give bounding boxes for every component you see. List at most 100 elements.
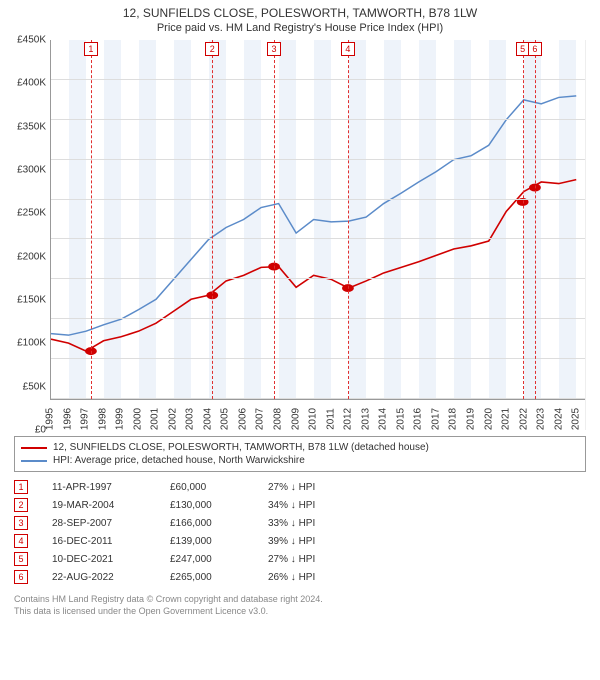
sale-price: £247,000 [170,554,250,565]
y-tick-label: £350K [17,121,46,132]
plot-region: 123456 [50,40,585,400]
sale-number: 6 [14,570,28,584]
x-tick-label: 2012 [343,408,354,430]
legend-row: 12, SUNFIELDS CLOSE, POLESWORTH, TAMWORT… [21,441,579,454]
x-tick-label: 2004 [202,408,213,430]
x-tick-label: 2018 [448,408,459,430]
x-tick-label: 2001 [150,408,161,430]
sale-marker-line [274,40,275,399]
chart-subtitle: Price paid vs. HM Land Registry's House … [0,22,600,40]
x-tick-label: 2014 [378,408,389,430]
x-tick-label: 2003 [185,408,196,430]
sale-delta: 33% ↓ HPI [268,518,358,529]
y-tick-label: £100K [17,338,46,349]
sale-marker-label: 6 [528,42,542,56]
gridline [51,398,585,399]
x-tick-label: 2017 [430,408,441,430]
x-tick-label: 2022 [518,408,529,430]
x-tick-label: 2016 [413,408,424,430]
footer-line: This data is licensed under the Open Gov… [14,606,586,618]
x-tick-label: 1999 [115,408,126,430]
legend-label: 12, SUNFIELDS CLOSE, POLESWORTH, TAMWORT… [53,442,429,453]
x-tick-label: 2011 [325,408,336,430]
gridline [51,159,585,160]
x-tick-label: 2009 [290,408,301,430]
footer-attribution: Contains HM Land Registry data © Crown c… [14,594,586,617]
y-tick-label: £400K [17,78,46,89]
legend-row: HPI: Average price, detached house, Nort… [21,454,579,467]
sale-price: £130,000 [170,500,250,511]
sale-row: 219-MAR-2004£130,00034% ↓ HPI [14,496,586,514]
legend: 12, SUNFIELDS CLOSE, POLESWORTH, TAMWORT… [14,436,586,472]
gridline [51,79,585,80]
legend-swatch [21,460,47,462]
sale-delta: 27% ↓ HPI [268,554,358,565]
x-tick-label: 2008 [273,408,284,430]
sale-row: 3 28-SEP-2007 £166,000 33% ↓ HPI [14,514,586,532]
legend-swatch [21,447,47,449]
sale-number: 4 [14,534,28,548]
sale-price: £166,000 [170,518,250,529]
x-tick-label: 2020 [483,408,494,430]
sale-row: 416-DEC-2011£139,00039% ↓ HPI [14,532,586,550]
x-tick-label: 2024 [553,408,564,430]
sale-row: 111-APR-1997£60,00027% ↓ HPI [14,478,586,496]
sale-number: 3 [14,516,28,530]
sale-date: 10-DEC-2021 [52,554,152,565]
x-tick-label: 2006 [237,408,248,430]
y-tick-label: £450K [17,35,46,46]
chart-container: 12, SUNFIELDS CLOSE, POLESWORTH, TAMWORT… [0,0,600,680]
sale-date: 28-SEP-2007 [52,518,152,529]
y-tick-label: £50K [23,381,46,392]
x-tick-label: 2019 [465,408,476,430]
footer-line: Contains HM Land Registry data © Crown c… [14,594,586,606]
y-tick-label: £300K [17,165,46,176]
line-layer [51,40,585,399]
gridline [51,318,585,319]
sale-row: 622-AUG-2022£265,00026% ↓ HPI [14,568,586,586]
x-tick-label: 2005 [220,408,231,430]
sale-marker-label: 2 [205,42,219,56]
gridline [51,238,585,239]
x-tick-label: 2002 [167,408,178,430]
y-tick-label: £250K [17,208,46,219]
sale-delta: 26% ↓ HPI [268,572,358,583]
gridline [51,199,585,200]
x-tick-label: 2010 [308,408,319,430]
sale-date: 19-MAR-2004 [52,500,152,511]
sale-marker-label: 1 [84,42,98,56]
sale-marker-line [523,40,524,399]
series-hpi [51,96,576,335]
chart-title: 12, SUNFIELDS CLOSE, POLESWORTH, TAMWORT… [0,0,600,22]
gridline [51,278,585,279]
sale-marker-line [348,40,349,399]
sale-marker-line [212,40,213,399]
sale-marker-label: 4 [341,42,355,56]
sale-marker-line [91,40,92,399]
gridline [51,119,585,120]
sale-row: 5 10-DEC-2021 £247,000 27% ↓ HPI [14,550,586,568]
sale-number: 5 [14,552,28,566]
x-tick-label: 1995 [45,408,56,430]
x-tick-label: 2021 [501,408,512,430]
sale-date: 22-AUG-2022 [52,572,152,583]
sale-marker-line [535,40,536,399]
x-axis-ticks: 1995199619971998199920002001200220032004… [50,400,585,430]
x-tick-label: 2025 [571,408,582,430]
series-property [51,180,576,352]
x-tick-label: 1998 [97,408,108,430]
legend-label: HPI: Average price, detached house, Nort… [53,455,305,466]
sale-delta: 27% ↓ HPI [268,482,358,493]
sale-number: 2 [14,498,28,512]
x-tick-label: 2023 [536,408,547,430]
x-tick-label: 1997 [80,408,91,430]
sale-delta: 39% ↓ HPI [268,536,358,547]
y-tick-label: £0 [35,425,46,436]
sales-table: 111-APR-1997£60,00027% ↓ HPI 2 19-MAR-2004… [14,478,586,586]
sale-marker-label: 3 [267,42,281,56]
x-tick-label: 1996 [62,408,73,430]
x-tick-label: 2007 [255,408,266,430]
x-tick-label: 2013 [360,408,371,430]
gridline [51,358,585,359]
x-tick-label: 2000 [132,408,143,430]
